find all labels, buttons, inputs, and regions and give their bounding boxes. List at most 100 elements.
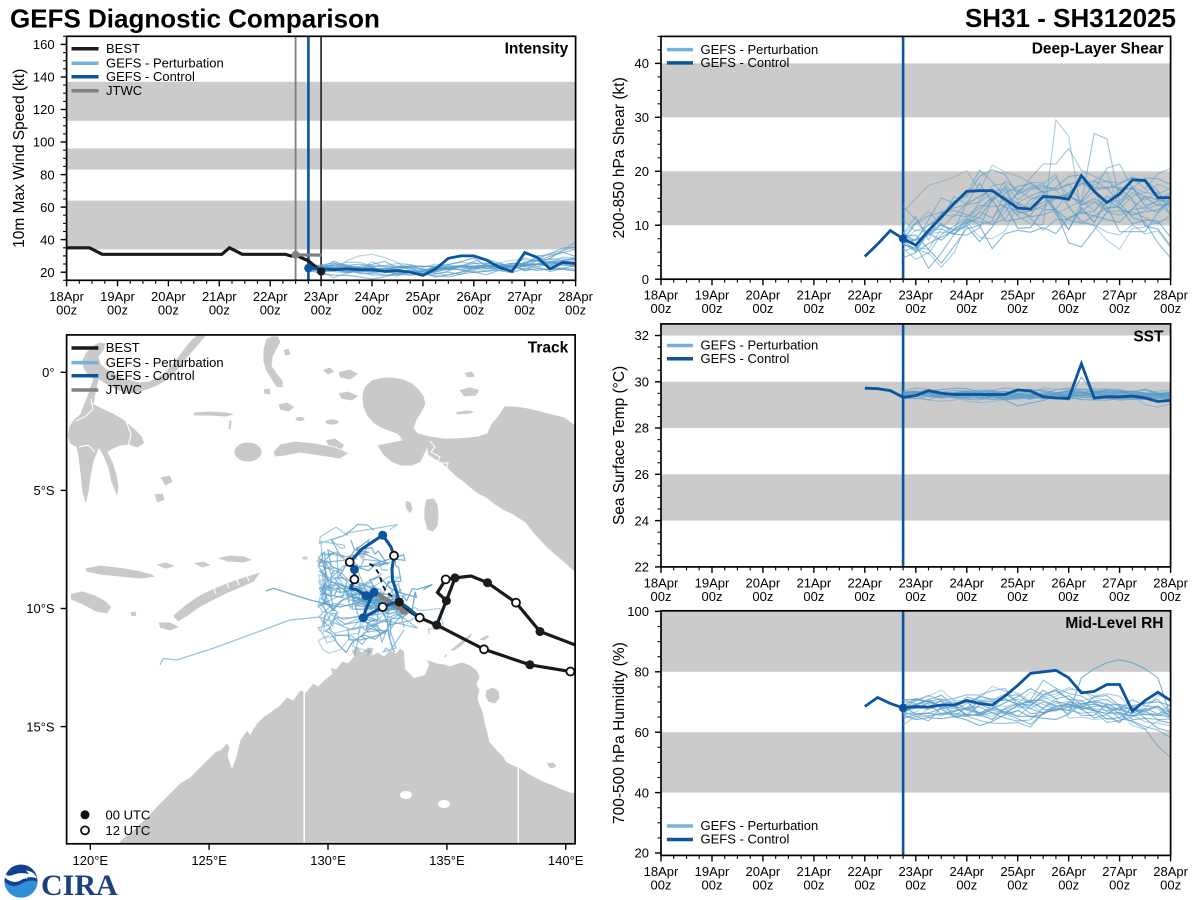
svg-text:00z: 00z — [1109, 589, 1130, 604]
svg-text:28Apr: 28Apr — [1153, 288, 1188, 303]
svg-text:23Apr: 23Apr — [898, 864, 933, 879]
svg-text:130°E: 130°E — [310, 853, 346, 868]
svg-text:20: 20 — [635, 164, 649, 179]
svg-text:00z: 00z — [1109, 301, 1130, 316]
svg-text:28Apr: 28Apr — [558, 289, 593, 304]
svg-text:19Apr: 19Apr — [695, 575, 730, 590]
svg-text:BEST: BEST — [106, 41, 140, 56]
svg-text:19Apr: 19Apr — [695, 864, 730, 879]
svg-text:10m Max Wind Speed (kt): 10m Max Wind Speed (kt) — [11, 69, 28, 248]
svg-text:00z: 00z — [956, 301, 977, 316]
svg-text:80: 80 — [40, 167, 54, 182]
svg-text:Deep-Layer Shear: Deep-Layer Shear — [1032, 41, 1164, 58]
svg-text:00z: 00z — [362, 302, 383, 317]
svg-text:10: 10 — [635, 218, 649, 233]
svg-text:26Apr: 26Apr — [1051, 288, 1086, 303]
svg-text:40: 40 — [635, 785, 649, 800]
svg-text:SH31 - SH312025: SH31 - SH312025 — [965, 3, 1176, 33]
svg-text:20: 20 — [635, 846, 649, 861]
svg-text:22Apr: 22Apr — [847, 288, 882, 303]
svg-text:28Apr: 28Apr — [1153, 575, 1188, 590]
svg-text:28: 28 — [635, 421, 649, 436]
svg-text:18Apr: 18Apr — [644, 575, 679, 590]
svg-text:00z: 00z — [803, 301, 824, 316]
svg-text:00z: 00z — [803, 589, 824, 604]
svg-text:00z: 00z — [956, 589, 977, 604]
svg-text:25Apr: 25Apr — [1000, 288, 1035, 303]
svg-text:Mid-Level RH: Mid-Level RH — [1065, 615, 1163, 632]
svg-text:Sea Surface Temp (°C): Sea Surface Temp (°C) — [611, 366, 628, 525]
svg-text:0°: 0° — [42, 365, 54, 380]
svg-text:28Apr: 28Apr — [1153, 864, 1188, 879]
svg-text:GEFS - Perturbation: GEFS - Perturbation — [701, 338, 819, 353]
svg-text:21Apr: 21Apr — [797, 288, 832, 303]
svg-text:00z: 00z — [752, 589, 773, 604]
svg-text:JTWC: JTWC — [106, 382, 142, 397]
svg-text:26: 26 — [635, 467, 649, 482]
svg-text:100: 100 — [627, 604, 649, 619]
svg-text:26Apr: 26Apr — [1051, 575, 1086, 590]
svg-text:00z: 00z — [905, 589, 926, 604]
svg-text:27Apr: 27Apr — [1102, 288, 1137, 303]
svg-text:140°E: 140°E — [548, 853, 584, 868]
svg-text:18Apr: 18Apr — [49, 289, 84, 304]
svg-text:27Apr: 27Apr — [507, 289, 542, 304]
svg-text:00z: 00z — [651, 589, 672, 604]
svg-text:25Apr: 25Apr — [1000, 575, 1035, 590]
svg-text:Intensity: Intensity — [505, 41, 569, 58]
svg-text:00z: 00z — [702, 301, 723, 316]
svg-text:120°E: 120°E — [73, 853, 109, 868]
svg-text:18Apr: 18Apr — [644, 864, 679, 879]
svg-text:21Apr: 21Apr — [797, 575, 832, 590]
svg-text:0: 0 — [642, 272, 649, 287]
svg-text:22Apr: 22Apr — [847, 575, 882, 590]
svg-text:20Apr: 20Apr — [746, 864, 781, 879]
svg-text:26Apr: 26Apr — [1051, 864, 1086, 879]
svg-text:200-850 hPa Shear (kt): 200-850 hPa Shear (kt) — [611, 77, 628, 238]
svg-text:GEFS - Control: GEFS - Control — [701, 351, 790, 366]
svg-text:00z: 00z — [1058, 301, 1079, 316]
svg-text:12 UTC: 12 UTC — [106, 823, 151, 838]
svg-text:00z: 00z — [905, 877, 926, 892]
svg-text:00z: 00z — [463, 302, 484, 317]
svg-text:00z: 00z — [854, 301, 875, 316]
svg-text:5°S: 5°S — [33, 483, 54, 498]
svg-text:700-500 hPa Humidity (%): 700-500 hPa Humidity (%) — [611, 642, 628, 824]
svg-text:SST: SST — [1133, 329, 1164, 346]
svg-text:00z: 00z — [854, 877, 875, 892]
svg-text:00z: 00z — [956, 877, 977, 892]
svg-text:24Apr: 24Apr — [355, 289, 390, 304]
svg-text:00z: 00z — [565, 302, 586, 317]
svg-text:00z: 00z — [1109, 877, 1130, 892]
svg-text:30: 30 — [635, 110, 649, 125]
svg-text:20Apr: 20Apr — [746, 575, 781, 590]
svg-text:125°E: 125°E — [191, 853, 227, 868]
svg-text:00 UTC: 00 UTC — [106, 807, 151, 822]
svg-text:00z: 00z — [702, 589, 723, 604]
svg-text:00z: 00z — [905, 301, 926, 316]
svg-text:00z: 00z — [1160, 301, 1181, 316]
svg-text:00z: 00z — [158, 302, 179, 317]
svg-text:18Apr: 18Apr — [644, 288, 679, 303]
svg-text:23Apr: 23Apr — [898, 288, 933, 303]
svg-text:00z: 00z — [56, 302, 77, 317]
svg-text:135°E: 135°E — [429, 853, 465, 868]
svg-text:160: 160 — [33, 37, 55, 52]
svg-text:00z: 00z — [260, 302, 281, 317]
svg-text:24Apr: 24Apr — [949, 288, 984, 303]
svg-text:Track: Track — [528, 340, 569, 357]
svg-text:20: 20 — [40, 265, 54, 280]
svg-text:100: 100 — [33, 135, 55, 150]
svg-text:GEFS - Control: GEFS - Control — [701, 832, 790, 847]
svg-text:00z: 00z — [107, 302, 128, 317]
svg-text:GEFS - Control: GEFS - Control — [106, 69, 195, 84]
svg-text:19Apr: 19Apr — [100, 289, 135, 304]
svg-text:00z: 00z — [1007, 877, 1028, 892]
svg-text:GEFS - Perturbation: GEFS - Perturbation — [701, 42, 819, 57]
svg-text:22: 22 — [635, 560, 649, 575]
svg-text:00z: 00z — [1160, 589, 1181, 604]
svg-text:GEFS - Perturbation: GEFS - Perturbation — [106, 56, 224, 71]
svg-text:00z: 00z — [702, 877, 723, 892]
svg-text:10°S: 10°S — [26, 601, 55, 616]
svg-text:00z: 00z — [412, 302, 433, 317]
